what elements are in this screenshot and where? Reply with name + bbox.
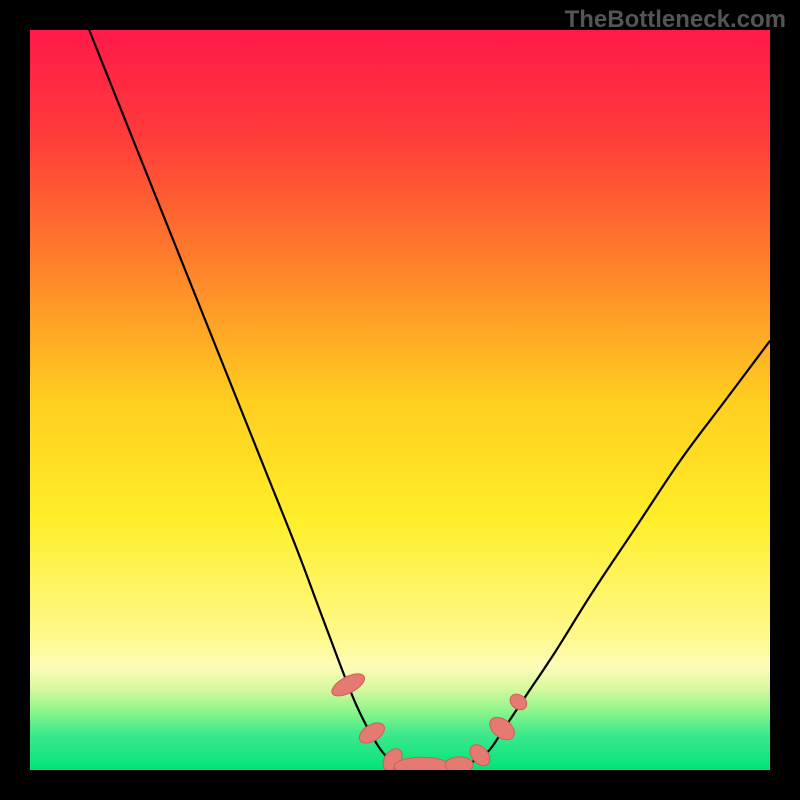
watermark-text: TheBottleneck.com — [565, 6, 786, 34]
gradient-background — [30, 30, 770, 770]
chart-svg — [30, 30, 770, 770]
marker-4 — [445, 757, 473, 770]
plot-area — [30, 30, 770, 770]
